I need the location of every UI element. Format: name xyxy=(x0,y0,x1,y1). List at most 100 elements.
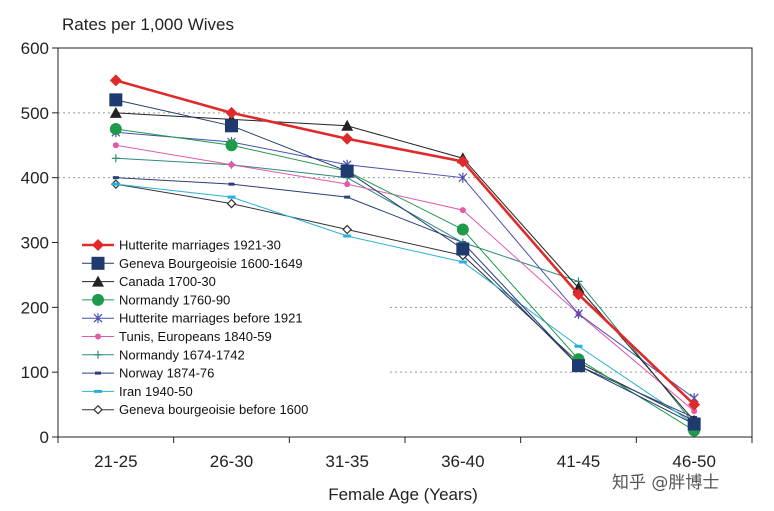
data-point xyxy=(572,359,585,373)
data-point xyxy=(109,106,122,118)
data-point xyxy=(112,142,119,149)
y-tick-label: 200 xyxy=(21,298,49,317)
data-point xyxy=(344,181,351,188)
series-2 xyxy=(109,93,701,431)
legend-label: Normandy 1760-90 xyxy=(119,292,230,307)
y-tick-label: 100 xyxy=(21,363,49,382)
x-tick-label: 31-35 xyxy=(325,452,368,471)
data-point xyxy=(109,123,122,136)
data-point xyxy=(228,182,235,186)
data-point xyxy=(109,93,123,107)
legend-label: Geneva Bourgeoisie 1600-1649 xyxy=(119,256,303,271)
data-point xyxy=(344,195,351,199)
series-6 xyxy=(112,142,698,415)
series-line xyxy=(115,112,695,422)
data-point xyxy=(228,161,235,168)
series-line xyxy=(115,177,695,419)
legend-marker xyxy=(93,313,103,324)
legend-item: Tunis, Europeans 1840-59 xyxy=(82,329,272,344)
legend-label: Normandy 1674-1742 xyxy=(119,347,245,362)
y-tick-label: 400 xyxy=(21,169,49,188)
data-point xyxy=(459,207,466,214)
legend-label: Norway 1874-76 xyxy=(119,366,214,381)
data-point xyxy=(342,224,353,235)
series-line xyxy=(115,144,695,412)
data-point xyxy=(225,119,238,133)
data-point xyxy=(111,154,120,163)
data-point xyxy=(225,106,238,119)
data-point xyxy=(226,198,237,209)
legend-marker xyxy=(93,404,103,415)
data-point xyxy=(341,132,354,145)
data-point xyxy=(688,398,701,411)
x-axis: 21-25 26-30 31-35 36-40 41-45 46-50 xyxy=(57,437,753,471)
legend: Hutterite marriages 1921-30 Geneva Bourge… xyxy=(82,238,308,417)
x-tick-label: 36-40 xyxy=(441,452,484,471)
data-point xyxy=(691,408,698,415)
series-line xyxy=(115,79,696,406)
x-tick-label: 26-30 xyxy=(210,452,253,471)
legend-label: Iran 1940-50 xyxy=(119,384,193,399)
y-tick-label: 600 xyxy=(21,39,49,58)
series-line xyxy=(115,183,695,422)
data-point xyxy=(574,308,583,319)
series-1 xyxy=(109,74,701,411)
data-point xyxy=(111,182,120,186)
y-axis: 0 100 200 300 400 500 600 xyxy=(21,39,58,447)
legend-marker xyxy=(92,239,104,251)
data-point xyxy=(343,234,352,238)
series-line xyxy=(115,131,695,399)
series-7 xyxy=(111,154,699,429)
data-point xyxy=(572,288,585,301)
data-point xyxy=(458,260,467,264)
data-point xyxy=(574,344,583,348)
legend-item: Geneva Bourgeoisie 1600-1649 xyxy=(82,256,303,271)
data-point xyxy=(458,172,468,183)
data-point xyxy=(227,195,236,199)
data-point xyxy=(687,417,701,431)
legend-marker xyxy=(91,256,105,270)
legend-marker xyxy=(94,350,102,359)
legend-label: Tunis, Europeans 1840-59 xyxy=(119,329,272,344)
watermark: 知乎 @胖博士 xyxy=(612,473,719,493)
x-tick-label: 41-45 xyxy=(557,452,600,471)
legend-item: Canada 1700-30 xyxy=(82,274,216,289)
x-tick-label: 46-50 xyxy=(672,452,715,471)
y-axis-title: Rates per 1,000 Wives xyxy=(62,15,234,34)
y-tick-label: 500 xyxy=(21,104,49,123)
y-tick-label: 0 xyxy=(40,428,49,447)
legend-item: Hutterite marriages 1921-30 xyxy=(82,238,281,253)
series-line xyxy=(115,128,695,431)
legend-label: Hutterite marriages 1921-30 xyxy=(119,238,281,253)
legend-item: Normandy 1674-1742 xyxy=(82,347,245,362)
legend-label: Hutterite marriages before 1921 xyxy=(119,311,303,326)
x-axis-title: Female Age (Years) xyxy=(328,485,478,504)
legend-item: Iran 1940-50 xyxy=(82,384,193,399)
legend-item: Norway 1874-76 xyxy=(82,366,214,381)
data-point xyxy=(112,176,119,180)
legend-marker xyxy=(95,371,101,375)
data-point xyxy=(456,223,469,236)
legend-label: Geneva bourgeoisie before 1600 xyxy=(119,402,308,417)
data-point xyxy=(456,242,470,256)
data-point xyxy=(225,139,238,152)
data-point xyxy=(341,119,354,131)
legend-label: Canada 1700-30 xyxy=(119,274,216,289)
series-line xyxy=(115,99,695,425)
legend-marker xyxy=(95,333,101,340)
y-tick-label: 300 xyxy=(21,234,49,253)
series-line xyxy=(115,157,695,425)
legend-item: Hutterite marriages before 1921 xyxy=(82,311,303,326)
data-point xyxy=(456,155,469,168)
legend-item: Geneva bourgeoisie before 1600 xyxy=(82,402,308,417)
data-point xyxy=(109,74,122,87)
legend-marker xyxy=(92,275,104,287)
legend-item: Normandy 1760-90 xyxy=(82,292,230,307)
series-line xyxy=(115,183,695,425)
series-layer xyxy=(109,74,701,437)
legend-marker xyxy=(92,293,104,306)
x-tick-label: 21-25 xyxy=(94,452,137,471)
data-point xyxy=(340,164,354,178)
legend-marker xyxy=(94,389,102,393)
